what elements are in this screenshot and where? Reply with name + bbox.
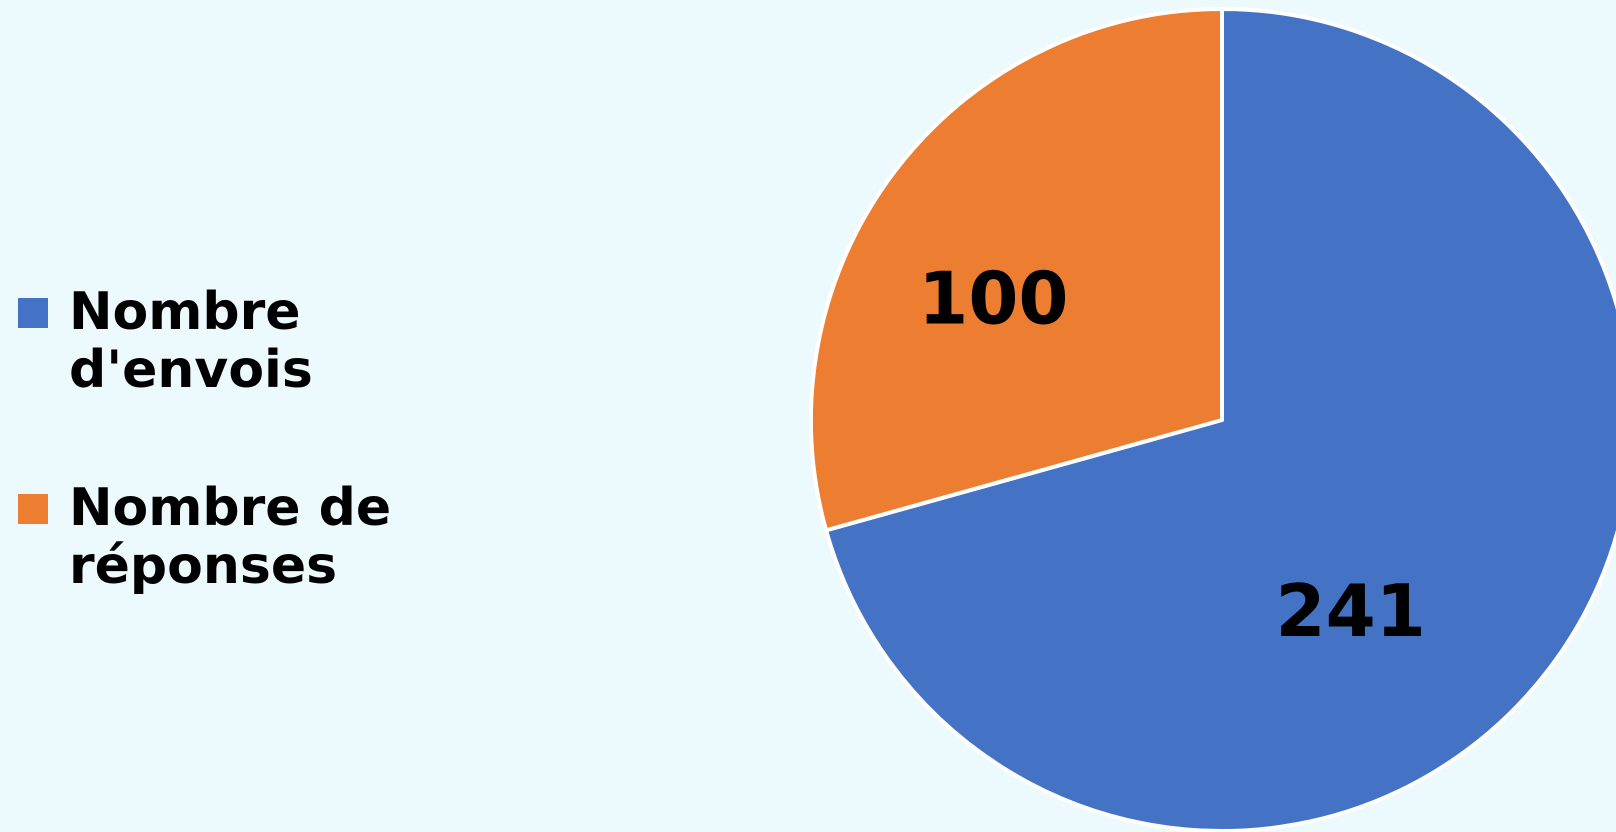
legend-item-reponses: Nombre de réponses <box>18 479 658 595</box>
data-label-reponses: 100 <box>918 256 1068 340</box>
legend-item-envois: Nombre d'envois <box>18 283 658 399</box>
legend-label-reponses: Nombre de réponses <box>69 478 392 596</box>
pie-slice-reponses <box>809 7 1224 533</box>
pie-slice-envois <box>824 7 1616 832</box>
legend-label-envois: Nombre d'envois <box>69 282 313 400</box>
data-label-envois: 241 <box>1276 569 1426 653</box>
legend-swatch-envois <box>18 298 48 328</box>
legend: Nombre d'envois Nombre de réponses <box>18 283 658 595</box>
legend-swatch-reponses <box>18 494 48 524</box>
